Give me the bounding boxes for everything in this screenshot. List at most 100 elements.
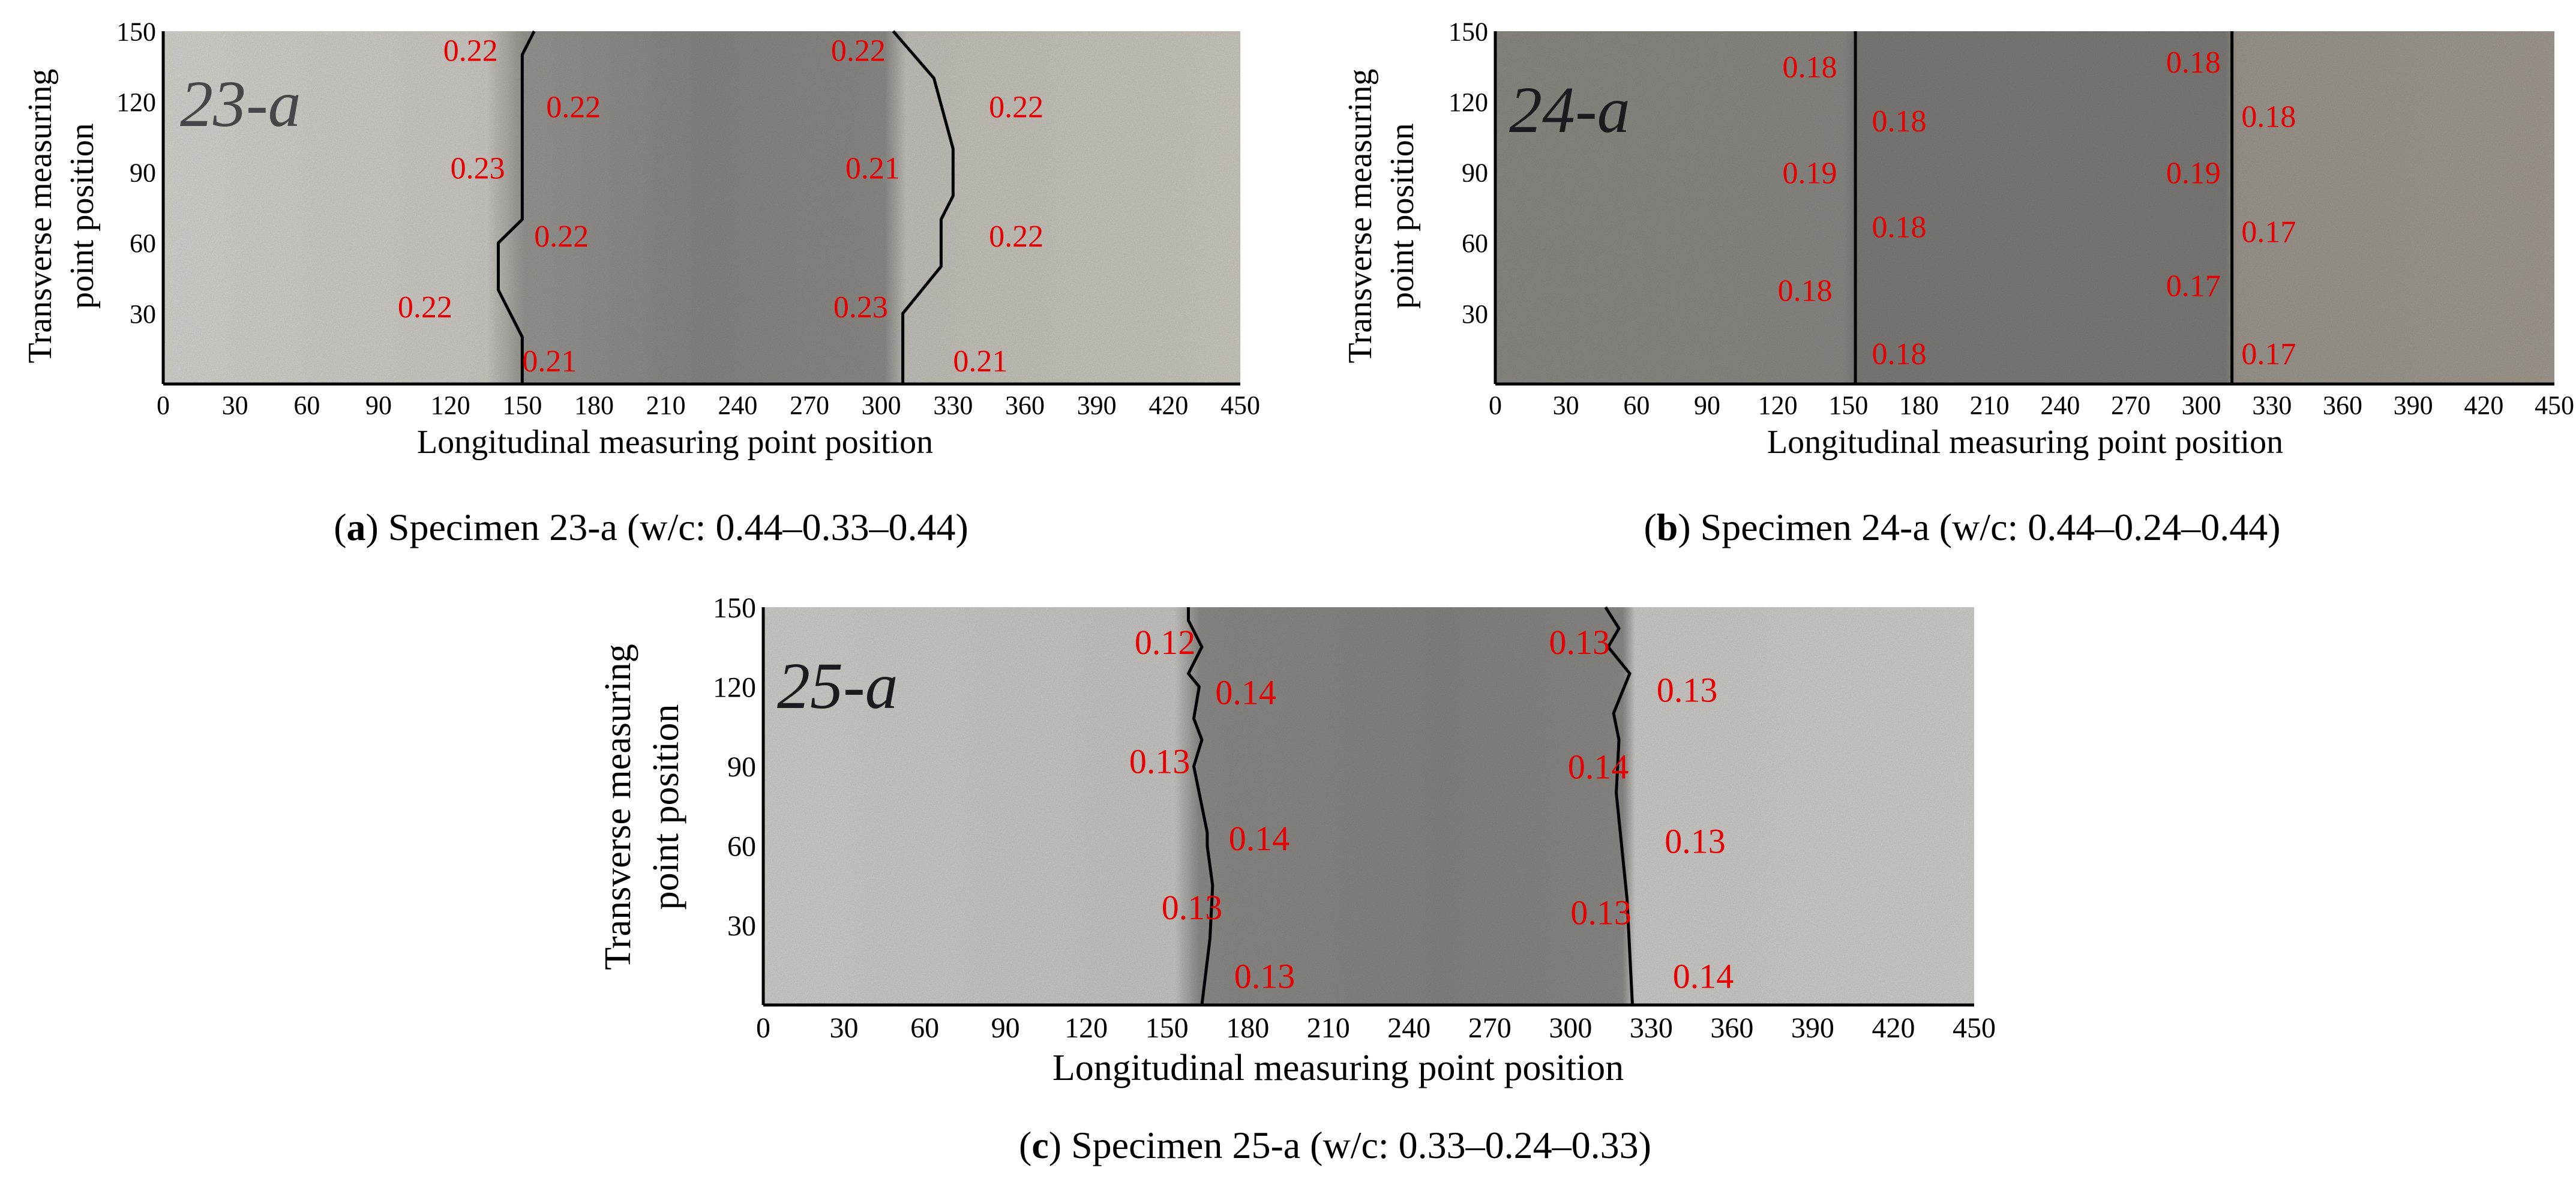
x-tick-label: 390 [1791, 1012, 1834, 1044]
x-tick-label: 360 [1710, 1012, 1753, 1044]
x-tick-label: 180 [1226, 1012, 1269, 1044]
value-label: 0.22 [443, 34, 498, 68]
value-labels-b: 0.18 0.18 0.19 0.18 0.18 0.18 0.18 0.19 0.17 0.18… [1778, 46, 2296, 371]
x-tick-label: 60 [293, 391, 320, 420]
x-tick-label: 420 [1148, 391, 1188, 420]
y-tick-labels-b: 150 120 90 60 30 [1449, 17, 1488, 328]
x-tick-label: 450 [1953, 1012, 1996, 1044]
value-label: 0.21 [522, 344, 577, 379]
caption-c: (c) Specimen 25-a (w/c: 0.33–0.24–0.33) [1019, 1124, 1651, 1166]
x-tick-label: 270 [2111, 391, 2151, 420]
value-label: 0.22 [989, 220, 1043, 254]
y-tick-label: 60 [130, 229, 156, 258]
x-tick-label: 120 [1064, 1012, 1108, 1044]
y-axis-label-b-line1: Transverse measuring [1342, 69, 1379, 364]
y-axis-label-a-line2: point position [64, 123, 101, 309]
x-tick-label: 300 [2182, 391, 2221, 420]
x-tick-label: 270 [790, 391, 829, 420]
x-tick-label: 90 [991, 1012, 1020, 1044]
photo-grain-a [163, 31, 1240, 384]
x-tick-label: 60 [910, 1012, 939, 1044]
x-tick-label: 90 [1694, 391, 1720, 420]
value-label: 0.13 [1549, 623, 1610, 662]
y-axis-label-b-line2: point position [1384, 123, 1421, 309]
x-tick-label: 420 [1872, 1012, 1915, 1044]
x-tick-label: 30 [222, 391, 248, 420]
x-tick-label: 30 [830, 1012, 859, 1044]
x-tick-label: 0 [1489, 391, 1502, 420]
interface-lines-a [496, 30, 955, 384]
value-label: 0.22 [989, 91, 1043, 125]
x-tick-label: 180 [574, 391, 614, 420]
y-tick-label: 120 [713, 671, 756, 703]
value-label: 0.23 [833, 290, 888, 325]
value-labels-c: 0.120.140.130.140.130.130.130.130.140.13… [1129, 623, 1734, 996]
y-axis-label-c-line2: point position [646, 704, 686, 910]
y-tick-label: 60 [727, 831, 756, 863]
value-label: 0.19 [2166, 156, 2221, 190]
x-tick-labels-b: 0 30 60 90 120 150 180 210 240 270 300 330 360 390 420… [1489, 391, 2574, 420]
x-tick-label: 330 [1630, 1012, 1673, 1044]
photo-grain-c [763, 607, 1974, 1005]
value-label: 0.13 [1162, 888, 1223, 927]
x-tick-label: 330 [2252, 391, 2292, 420]
value-label: 0.14 [1229, 819, 1290, 858]
value-label: 0.18 [1778, 274, 1833, 308]
value-label: 0.18 [1872, 211, 1927, 245]
x-tick-label: 420 [2464, 391, 2503, 420]
x-tick-label: 180 [1899, 391, 1939, 420]
value-label: 0.18 [2241, 100, 2296, 134]
y-tick-label: 120 [116, 88, 156, 117]
value-label: 0.18 [1872, 104, 1927, 139]
y-tick-label: 30 [727, 910, 756, 942]
value-label: 0.14 [1568, 748, 1629, 787]
value-label: 0.21 [953, 344, 1007, 379]
x-tick-labels-c: 0 30 60 90 120 150 180 210 240 270 300 330 360 390 420… [756, 1012, 1996, 1044]
y-tick-label: 30 [130, 299, 156, 329]
y-tick-label: 150 [116, 17, 156, 46]
specimen-mark-b: 24-a [1509, 73, 1630, 146]
x-tick-label: 150 [1828, 391, 1868, 420]
y-tick-label: 30 [1462, 299, 1488, 329]
value-label: 0.13 [1665, 821, 1726, 860]
x-tick-label: 450 [1220, 391, 1260, 420]
interface-line-a-2 [892, 30, 955, 384]
x-tick-label: 120 [431, 391, 470, 420]
y-tick-labels-a: 150 120 90 60 30 [116, 17, 156, 328]
y-tick-label: 150 [1449, 17, 1488, 46]
x-tick-label: 60 [1623, 391, 1650, 420]
value-label: 0.14 [1673, 957, 1734, 996]
value-label: 0.14 [1215, 673, 1276, 712]
y-tick-label: 150 [713, 592, 756, 624]
value-label: 0.18 [1872, 337, 1927, 371]
specimen-mark-c: 25-a [777, 649, 898, 722]
value-labels-a: 0.22 0.22 0.23 0.22 0.22 0.21 0.22 0.22 0.21 0.22… [398, 34, 1043, 379]
y-tick-label: 90 [130, 158, 156, 188]
value-label: 0.13 [1657, 670, 1718, 709]
x-tick-label: 240 [718, 391, 757, 420]
panel-c: 25-a 0.120.140.130.140.130.130.130.130.1… [598, 592, 1996, 1166]
value-label: 0.19 [1783, 156, 1837, 190]
value-label: 0.13 [1570, 893, 1632, 932]
x-tick-label: 30 [1553, 391, 1579, 420]
value-label: 0.22 [546, 91, 601, 125]
value-label: 0.17 [2241, 337, 2296, 371]
y-tick-label: 60 [1462, 229, 1488, 258]
x-tick-labels-a: 0 30 60 90 120 150 180 210 240 270 300 330 360 390 420… [157, 391, 1260, 420]
value-label: 0.22 [534, 220, 589, 254]
x-tick-label: 150 [1145, 1012, 1189, 1044]
interface-lines-c [1186, 606, 1634, 1006]
y-tick-label: 120 [1449, 88, 1488, 117]
x-tick-label: 300 [862, 391, 901, 420]
value-label: 0.18 [2166, 46, 2221, 80]
x-tick-label: 240 [2040, 391, 2080, 420]
x-tick-label: 360 [1005, 391, 1045, 420]
x-tick-label: 390 [2394, 391, 2433, 420]
x-tick-label: 300 [1549, 1012, 1592, 1044]
y-axis-label-a-line1: Transverse measuring [22, 69, 59, 364]
x-tick-label: 210 [1307, 1012, 1350, 1044]
value-label: 0.13 [1129, 742, 1190, 781]
y-tick-labels-c: 150 120 90 60 30 [713, 592, 756, 942]
